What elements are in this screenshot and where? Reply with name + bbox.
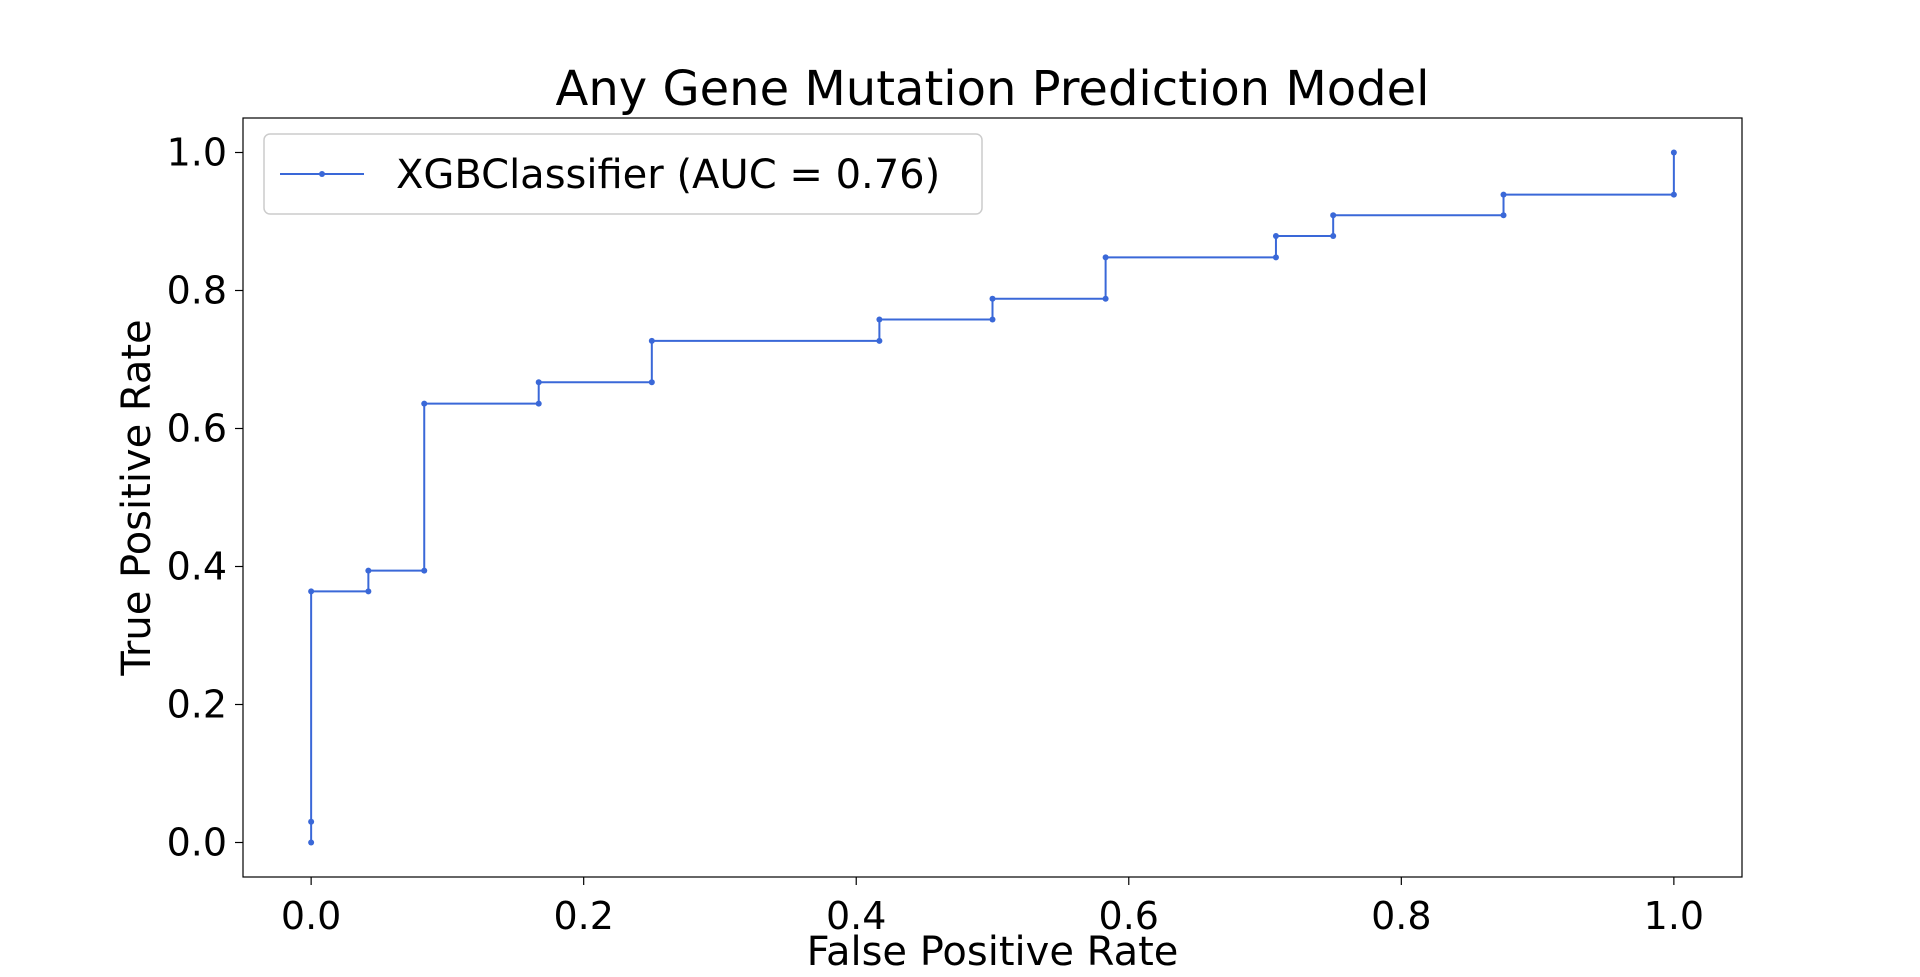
legend-entry-label: XGBClassifier (AUC = 0.76) — [396, 152, 940, 198]
roc-point — [648, 337, 655, 344]
roc-point — [1330, 212, 1337, 219]
roc-point — [1500, 191, 1507, 198]
x-tick-label: 1.0 — [1644, 894, 1704, 938]
x-tick-label: 0.4 — [826, 894, 886, 938]
roc-point — [421, 400, 428, 407]
x-tick-label: 0.0 — [281, 894, 341, 938]
roc-point — [989, 295, 996, 302]
y-tick-label: 0.2 — [167, 683, 227, 727]
roc-point — [308, 839, 315, 846]
roc-point — [1272, 232, 1279, 239]
roc-point — [1330, 232, 1337, 239]
roc-point — [421, 567, 428, 574]
roc-point — [648, 379, 655, 386]
y-tick-label: 0.4 — [167, 545, 227, 589]
roc-point — [308, 818, 315, 825]
roc-point — [876, 337, 883, 344]
x-axis-label: False Positive Rate — [807, 929, 1179, 975]
legend: XGBClassifier (AUC = 0.76) — [263, 133, 983, 215]
y-tick-label: 1.0 — [167, 131, 227, 175]
roc-point — [876, 316, 883, 323]
roc-point — [1102, 295, 1109, 302]
x-tick-label: 0.6 — [1099, 894, 1159, 938]
legend-marker — [319, 171, 325, 177]
roc-point — [308, 588, 315, 595]
roc-point — [989, 316, 996, 323]
y-tick-label: 0.6 — [167, 407, 227, 451]
roc-point — [535, 400, 542, 407]
x-axis: 0.0 0.2 0.4 0.6 0.8 1.0 — [281, 877, 1704, 938]
plot-frame — [242, 117, 1743, 878]
chart-title: Any Gene Mutation Prediction Model — [556, 61, 1430, 117]
x-tick-label: 0.2 — [553, 894, 613, 938]
y-axis: 0.0 0.2 0.4 0.6 0.8 1.0 — [167, 131, 243, 865]
roc-point — [1102, 254, 1109, 261]
roc-point — [365, 588, 372, 595]
y-axis-label: True Positive Rate — [114, 319, 160, 676]
x-tick-label: 0.8 — [1371, 894, 1431, 938]
roc-point — [1670, 191, 1677, 198]
series-layer — [308, 149, 1677, 846]
roc-point — [1272, 254, 1279, 261]
roc-point — [1500, 212, 1507, 219]
y-tick-label: 0.8 — [167, 269, 227, 313]
roc-curve-line — [310, 152, 1675, 843]
legend-box — [263, 133, 983, 215]
roc-point — [1670, 149, 1677, 156]
roc-point — [535, 379, 542, 386]
y-tick-label: 0.0 — [167, 821, 227, 865]
roc-point — [365, 567, 372, 574]
